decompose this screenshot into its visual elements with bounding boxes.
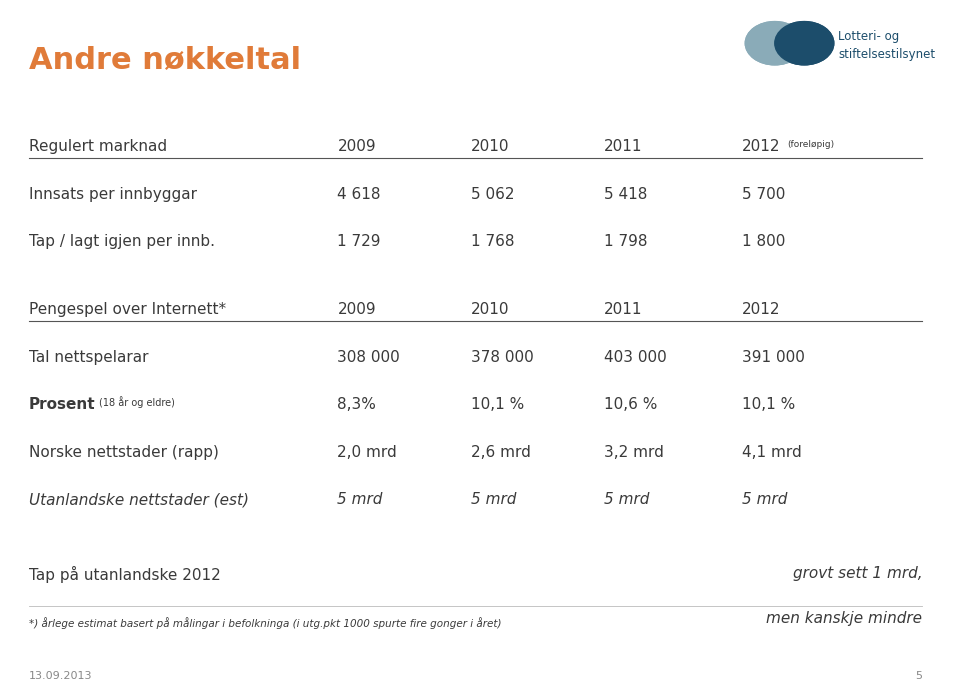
Text: 5 700: 5 700 [741, 187, 785, 202]
Text: 2010: 2010 [470, 139, 509, 155]
Text: 391 000: 391 000 [741, 350, 804, 365]
Text: 5: 5 [915, 671, 923, 680]
Text: Andre nøkkeltal: Andre nøkkeltal [29, 45, 300, 75]
Text: 2012: 2012 [741, 302, 780, 318]
Text: Pengespel over Internett*: Pengespel over Internett* [29, 302, 226, 318]
Text: 13.09.2013: 13.09.2013 [29, 671, 92, 680]
Text: 5 mrd: 5 mrd [604, 492, 649, 507]
Text: 2012: 2012 [741, 139, 780, 155]
Text: Innsats per innbyggar: Innsats per innbyggar [29, 187, 197, 202]
Text: 3,2 mrd: 3,2 mrd [604, 445, 663, 460]
Text: Lotteri- og
stiftelsestilsynet: Lotteri- og stiftelsestilsynet [838, 30, 936, 61]
Text: 5 062: 5 062 [470, 187, 515, 202]
Text: Norske nettstader (rapp): Norske nettstader (rapp) [29, 445, 218, 460]
Text: 5 418: 5 418 [604, 187, 647, 202]
Text: 8,3%: 8,3% [338, 397, 376, 413]
Circle shape [745, 22, 804, 65]
Text: (18 år og eldre): (18 år og eldre) [99, 397, 175, 408]
Text: 2,0 mrd: 2,0 mrd [338, 445, 397, 460]
Text: 378 000: 378 000 [470, 350, 534, 365]
Text: 10,6 %: 10,6 % [604, 397, 657, 413]
Text: 2010: 2010 [470, 302, 509, 318]
Text: 1 729: 1 729 [338, 234, 381, 250]
Text: 5 mrd: 5 mrd [338, 492, 383, 507]
Text: 4 618: 4 618 [338, 187, 381, 202]
Text: 1 768: 1 768 [470, 234, 515, 250]
Text: 2009: 2009 [338, 139, 376, 155]
Text: 10,1 %: 10,1 % [741, 397, 795, 413]
Text: Regulert marknad: Regulert marknad [29, 139, 167, 155]
Circle shape [775, 22, 833, 65]
Text: 5 mrd: 5 mrd [741, 492, 787, 507]
Text: Tal nettspelarar: Tal nettspelarar [29, 350, 148, 365]
Text: 5 mrd: 5 mrd [470, 492, 516, 507]
Text: 4,1 mrd: 4,1 mrd [741, 445, 802, 460]
Text: 308 000: 308 000 [338, 350, 400, 365]
Text: 2011: 2011 [604, 139, 642, 155]
Text: 403 000: 403 000 [604, 350, 666, 365]
Text: Prosent: Prosent [29, 397, 95, 413]
Text: Tap på utanlandske 2012: Tap på utanlandske 2012 [29, 566, 220, 583]
Text: *) årlege estimat basert på målingar i befolkninga (i utg.pkt 1000 spurte fire g: *) årlege estimat basert på målingar i b… [29, 617, 501, 629]
Text: grovt sett 1 mrd,: grovt sett 1 mrd, [793, 566, 923, 581]
Text: (foreløpig): (foreløpig) [787, 140, 834, 149]
Text: 10,1 %: 10,1 % [470, 397, 524, 413]
Circle shape [775, 22, 833, 65]
Text: 1 800: 1 800 [741, 234, 785, 250]
Text: 2,6 mrd: 2,6 mrd [470, 445, 531, 460]
Text: Tap / lagt igjen per innb.: Tap / lagt igjen per innb. [29, 234, 214, 250]
Text: 2009: 2009 [338, 302, 376, 318]
Text: Utanlandske nettstader (est): Utanlandske nettstader (est) [29, 492, 249, 507]
Text: 1 798: 1 798 [604, 234, 647, 250]
Circle shape [745, 22, 804, 65]
Text: 2011: 2011 [604, 302, 642, 318]
Text: men kanskje mindre: men kanskje mindre [766, 611, 923, 627]
